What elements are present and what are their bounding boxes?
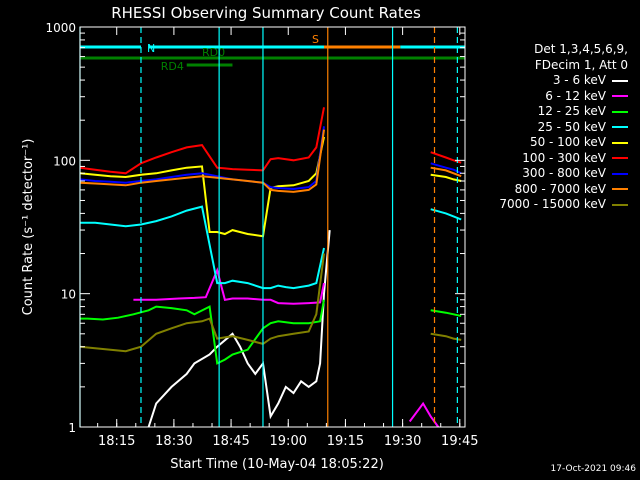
- series-traces: [79, 107, 462, 428]
- y-axis: 1 10 100 1000: [45, 21, 465, 435]
- legend-swatch: [612, 95, 628, 98]
- y-tick-label: 1000: [45, 21, 76, 35]
- legend-swatch: [612, 141, 628, 144]
- legend-label: 800 - 7000 keV: [514, 181, 606, 196]
- series-line: [79, 126, 462, 191]
- series-line: [79, 129, 462, 193]
- legend-item: 50 - 100 keV: [499, 135, 628, 151]
- plot-frame: [79, 26, 466, 428]
- legend-item: 7000 - 15000 keV: [499, 197, 628, 213]
- legend-item: 25 - 50 keV: [499, 120, 628, 136]
- y-tick-label: 100: [53, 154, 76, 168]
- legend-swatch: [612, 157, 628, 160]
- series-line: [80, 205, 462, 290]
- legend-item: 12 - 25 keV: [499, 104, 628, 120]
- y-tick-label: 10: [61, 288, 76, 302]
- legend-item: 100 - 300 keV: [499, 151, 628, 167]
- state-bar-label: RD4: [161, 60, 184, 73]
- x-tick-label: 19:00: [270, 434, 307, 449]
- x-tick-label: 19:30: [384, 434, 421, 449]
- x-axis: 18:15 18:30 18:45 19:00 19:15 19:30 19:45: [97, 27, 479, 449]
- legend-label: 3 - 6 keV: [552, 73, 606, 87]
- event-lines: [79, 27, 458, 427]
- legend-swatch: [612, 203, 628, 206]
- legend-label: 300 - 800 keV: [522, 166, 606, 180]
- legend-swatch: [612, 188, 628, 191]
- x-tick-label: 18:15: [98, 434, 135, 449]
- timestamp: 17-Oct-2021 09:46: [550, 464, 636, 474]
- legend-label: 25 - 50 keV: [537, 119, 606, 134]
- state-bar-label: RD0: [202, 46, 225, 59]
- x-tick-label: 18:30: [155, 434, 192, 449]
- legend-label: 50 - 100 keV: [529, 135, 606, 149]
- legend-item: 300 - 800 keV: [499, 166, 628, 182]
- state-bars: NSRD0RD4: [80, 33, 465, 73]
- state-bar-label: S: [312, 33, 319, 46]
- legend-item: 3 - 6 keV: [499, 73, 628, 89]
- legend-label: 6 - 12 keV: [545, 88, 606, 103]
- x-tick-label: 19:15: [327, 434, 364, 449]
- legend-swatch: [612, 172, 628, 175]
- legend-label: 100 - 300 keV: [522, 150, 606, 165]
- series-line: [79, 107, 462, 175]
- legend-header: Det 1,3,4,5,6,9,: [534, 42, 628, 56]
- legend-label: 12 - 25 keV: [537, 104, 606, 118]
- legend-item: 800 - 7000 keV: [499, 182, 628, 198]
- legend-swatch: [612, 126, 628, 129]
- x-tick-label: 19:45: [441, 434, 478, 449]
- x-tick-label: 18:45: [212, 434, 249, 449]
- x-axis-label: Start Time (10-May-04 18:05:22): [170, 457, 384, 472]
- legend-header: FDecim 1, Att 0: [534, 57, 628, 72]
- series-line: [147, 230, 331, 428]
- series-line: [79, 253, 462, 353]
- legend-swatch: [612, 79, 628, 82]
- chart-title: RHESSI Observing Summary Count Rates: [111, 4, 421, 22]
- legend-swatch: [612, 110, 628, 113]
- y-axis-label: Count Rate (s⁻¹ detector⁻¹): [21, 139, 36, 316]
- legend-label: 7000 - 15000 keV: [499, 197, 606, 211]
- legend-item: 6 - 12 keV: [499, 89, 628, 105]
- y-tick-label: 1: [68, 421, 76, 435]
- series-line: [80, 299, 462, 365]
